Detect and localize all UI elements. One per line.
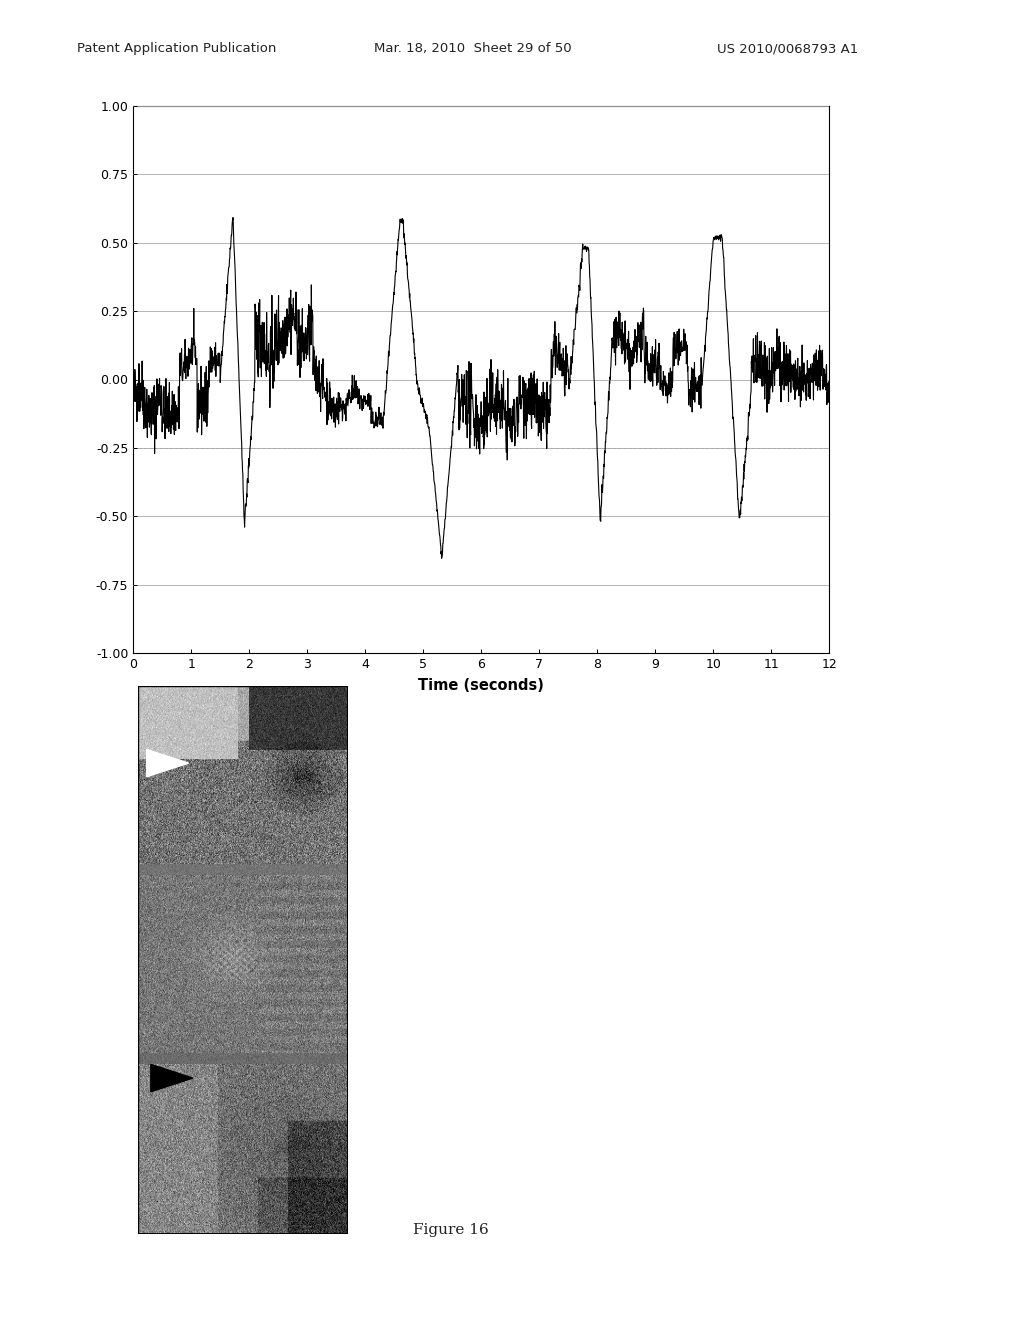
Text: Mar. 18, 2010  Sheet 29 of 50: Mar. 18, 2010 Sheet 29 of 50 <box>374 42 571 55</box>
Text: Patent Application Publication: Patent Application Publication <box>77 42 276 55</box>
Text: US 2010/0068793 A1: US 2010/0068793 A1 <box>717 42 858 55</box>
Polygon shape <box>151 1064 193 1092</box>
Polygon shape <box>146 750 188 776</box>
X-axis label: Time (seconds): Time (seconds) <box>419 678 544 693</box>
Text: Figure 16: Figure 16 <box>413 1224 488 1237</box>
